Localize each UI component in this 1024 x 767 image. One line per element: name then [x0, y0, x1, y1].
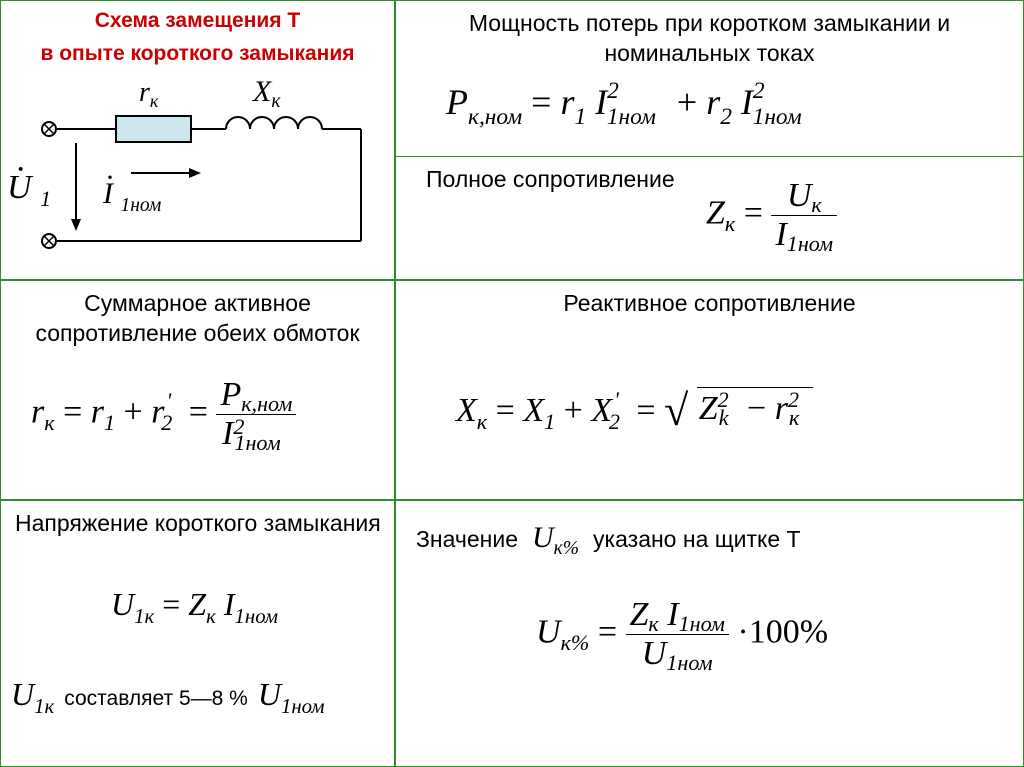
reactive-formula: Xк = X1 + X'2 = √ Z2k − r2к: [456, 381, 813, 432]
uk-line1: Значение Uк% указано на щитке Т: [416, 521, 801, 555]
circuit-title-1: Схема замещения Т: [1, 1, 394, 34]
circuit-diagram: rк Xк · U 1 · I 1ном: [1, 61, 395, 280]
voltage-note: U1к составляет 5—8 % U1ном: [11, 676, 325, 713]
power-title: Мощность потерь при коротком замыкании и…: [396, 1, 1023, 69]
active-title: Суммарное активное сопротивление обеих о…: [1, 281, 394, 349]
cell-active-resistance: Суммарное активное сопротивление обеих о…: [0, 280, 395, 500]
reactive-title: Реактивное сопротивление: [396, 281, 1023, 319]
label-Xk: Xк: [253, 75, 280, 109]
cell-short-circuit-voltage: Напряжение короткого замыкания U1к = Zк …: [0, 500, 395, 767]
label-I1nom: · I 1ном: [103, 177, 161, 211]
cell-uk-percent: Значение Uк% указано на щитке Т Uк% = Zк…: [395, 500, 1024, 767]
circuit-svg: [1, 61, 395, 280]
cell-circuit: Схема замещения Т в опыте короткого замы…: [0, 0, 395, 280]
voltage-title: Напряжение короткого замыкания: [1, 501, 394, 539]
power-formula: Pк,ном = r1 I21ном + r2 I21ном: [446, 81, 814, 123]
active-formula: rк = r1 + r'2 = Pк,ном I21ном: [31, 376, 296, 453]
label-rk: rк: [139, 77, 158, 109]
impedance-formula: Zк = Uк I1ном: [706, 177, 837, 254]
voltage-formula: U1к = Zк I1ном: [111, 586, 278, 623]
label-U1: · U 1: [7, 169, 51, 207]
cell-reactive-resistance: Реактивное сопротивление Xк = X1 + X'2 =…: [395, 280, 1024, 500]
cell-power-impedance: Мощность потерь при коротком замыкании и…: [395, 0, 1024, 280]
uk-formula: Uк% = Zк I1ном U1ном ·100%: [536, 596, 828, 673]
